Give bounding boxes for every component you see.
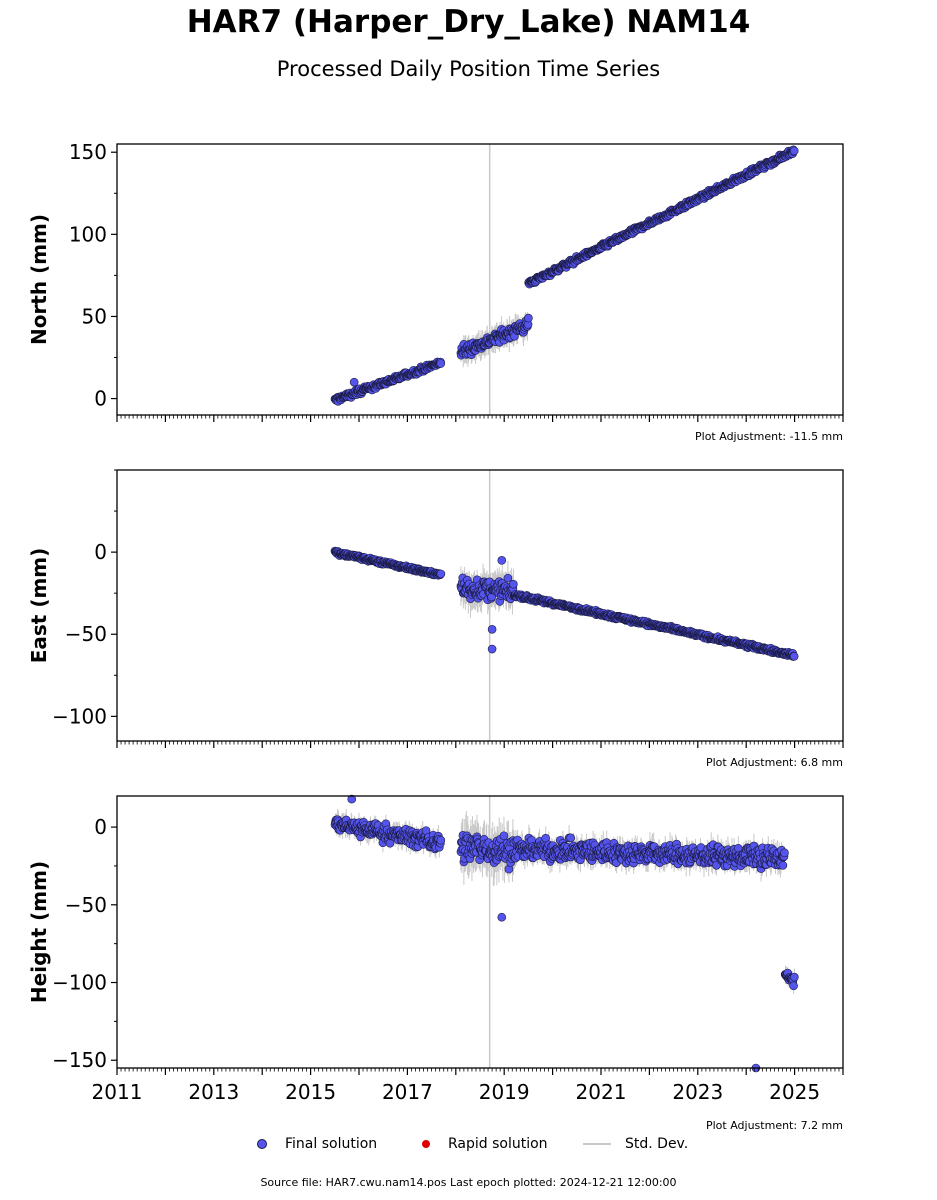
data-point bbox=[436, 835, 446, 845]
chart-title: HAR7 (Harper_Dry_Lake) NAM14 bbox=[0, 4, 937, 40]
data-point bbox=[789, 146, 799, 156]
plot-adjustment-label: Plot Adjustment: 6.8 mm bbox=[706, 756, 843, 769]
y-tick-label: −50 bbox=[65, 622, 107, 646]
outlier-point bbox=[487, 644, 497, 654]
plot-adjustment-label: Plot Adjustment: -11.5 mm bbox=[695, 430, 843, 443]
data-point bbox=[436, 569, 446, 579]
data-point bbox=[509, 579, 518, 589]
data-point bbox=[789, 651, 799, 661]
y-tick-label: 0 bbox=[94, 540, 107, 564]
data-point bbox=[436, 359, 446, 368]
y-tick-label: 150 bbox=[69, 140, 107, 164]
outlier-point bbox=[487, 625, 497, 634]
outlier-point bbox=[349, 377, 359, 387]
y-tick-label: −100 bbox=[52, 704, 107, 728]
y-tick-label: 50 bbox=[82, 304, 107, 328]
y-axis-label: East (mm) bbox=[27, 548, 51, 664]
y-tick-label: 0 bbox=[94, 387, 107, 411]
chart-subtitle: Processed Daily Position Time Series bbox=[0, 57, 937, 81]
y-axis-label: North (mm) bbox=[27, 214, 51, 345]
outlier-point bbox=[524, 313, 533, 323]
outlier-point bbox=[497, 556, 507, 565]
y-tick-label: 100 bbox=[69, 222, 107, 246]
